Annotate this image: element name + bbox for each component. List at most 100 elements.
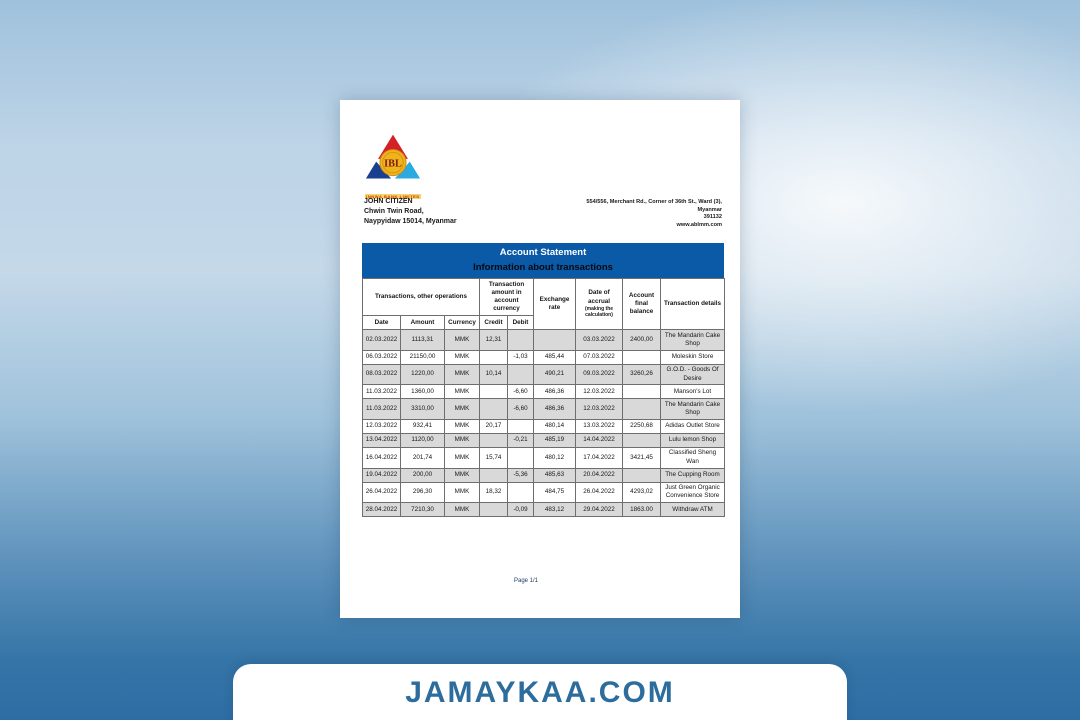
cell-final-balance: 3260,26 (622, 363, 662, 386)
subheader-currency: Currency (444, 315, 480, 331)
cell-currency: MMK (444, 446, 480, 469)
cell-credit (479, 349, 508, 365)
cell-credit: 18,32 (479, 481, 508, 504)
cell-debit: -6,60 (506, 384, 535, 400)
cell-credit: 10,14 (479, 363, 508, 386)
subheader-amount: Amount (400, 315, 445, 331)
table-row: 28.04.2022 7210,30 MMK -0,09 483,12 29.04.202… (362, 502, 726, 518)
cell-credit (479, 398, 508, 420)
cell-date: 08.03.2022 (362, 363, 401, 386)
cell-exchange-rate: 485,63 (533, 467, 577, 483)
cell-credit: 15,74 (479, 446, 508, 469)
svg-text:IBL: IBL (384, 158, 402, 169)
cell-details: Adidas Outlet Store (660, 418, 726, 434)
cell-details: Lulu lemon Shop (660, 432, 726, 448)
cell-debit: -0,09 (506, 502, 535, 518)
subheader-debit: Debit (506, 315, 535, 331)
cell-currency: MMK (444, 418, 480, 434)
cell-final-balance: 4293,02 (622, 481, 662, 504)
bank-website: www.ablmm.com (676, 221, 723, 228)
cell-date: 28.04.2022 (362, 502, 401, 518)
table-row: 19.04.2022 200,00 MMK -5,36 485,63 20.04.2022… (362, 467, 726, 483)
statement-sheet: Account Statement Information about tran… (362, 243, 726, 518)
header-operations: Transactions, other operations (362, 277, 480, 317)
bank-name-caption: INNWA BANK LIMITED (365, 194, 421, 199)
cell-currency: MMK (444, 363, 480, 386)
cell-amount: 1120,00 (400, 432, 445, 448)
transactions-table: Transactions, other operations Transacti… (362, 277, 726, 518)
cell-details: The Mandarin Cake Shop (660, 398, 726, 420)
statement-subtitle: Information about transactions (473, 262, 613, 273)
table-row: 12.03.2022 932,41 MMK 20,17 480,14 13.03.2022… (362, 418, 726, 434)
cell-exchange-rate: 486,36 (533, 398, 577, 420)
cell-details: Manson's Lot (660, 384, 726, 400)
cell-amount: 296,30 (400, 481, 445, 504)
cell-exchange-rate: 485,19 (533, 432, 577, 448)
header-final-balance: Account final balance (622, 277, 662, 331)
cell-accrual-date: 12.03.2022 (575, 398, 624, 420)
cell-debit: -5,36 (506, 467, 535, 483)
cell-exchange-rate: 485,44 (533, 349, 577, 365)
cell-amount: 1220,00 (400, 363, 445, 386)
header-accrual-date: Date of accrual (making the calculation) (575, 277, 624, 331)
cell-currency: MMK (444, 481, 480, 504)
cell-amount: 200,00 (400, 467, 445, 483)
cell-accrual-date: 12.03.2022 (575, 384, 624, 400)
bank-address: 554/556, Merchant Rd., Corner of 36th St… (586, 199, 722, 229)
table-row: 11.03.2022 3310,00 MMK -6,60 486,36 12.03.202… (362, 398, 726, 420)
cell-currency: MMK (444, 398, 480, 420)
cell-currency: MMK (444, 384, 480, 400)
cell-details: The Cupping Room (660, 467, 726, 483)
cell-final-balance (622, 432, 662, 448)
cell-debit (506, 329, 535, 351)
cell-accrual-date: 03.03.2022 (575, 329, 624, 351)
bank-logo-triangle-icon: IBL (365, 134, 421, 179)
cell-currency: MMK (444, 467, 480, 483)
cell-debit: -1,03 (506, 349, 535, 365)
cell-date: 06.03.2022 (362, 349, 401, 365)
cell-details: Just Green Organic Convenience Store (660, 481, 726, 504)
cell-details: G.O.D. - Goods Of Desire (660, 363, 726, 386)
table-row: 02.03.2022 1113,31 MMK 12,31 03.03.2022 2400,… (362, 329, 726, 351)
header-accrual-main: Date of accrual (587, 289, 611, 305)
cell-exchange-rate: 490,21 (533, 363, 577, 386)
cell-final-balance (622, 398, 662, 420)
recipient-name: JOHN CITIZEN (364, 198, 413, 205)
cell-amount: 3310,00 (400, 398, 445, 420)
cell-exchange-rate (533, 329, 577, 351)
cell-credit (479, 432, 508, 448)
cell-accrual-date: 29.04.2022 (575, 502, 624, 518)
cell-debit: -0,21 (506, 432, 535, 448)
bank-statement-page: IBL INNWA BANK LIMITED JOHN CITIZEN Chwi… (340, 100, 740, 618)
cell-accrual-date: 09.03.2022 (575, 363, 624, 386)
cell-debit (506, 481, 535, 504)
cell-debit (506, 363, 535, 386)
cell-date: 11.03.2022 (362, 384, 401, 400)
cell-details: Withdraw ATM (660, 502, 726, 518)
cell-debit (506, 418, 535, 434)
table-row: 06.03.2022 21150,00 MMK -1,03 485,44 07.03.20… (362, 349, 726, 365)
cell-debit (506, 446, 535, 469)
cell-accrual-date: 17.04.2022 (575, 446, 624, 469)
cell-amount: 932,41 (400, 418, 445, 434)
cell-credit (479, 502, 508, 518)
cell-exchange-rate: 483,12 (533, 502, 577, 518)
cell-currency: MMK (444, 502, 480, 518)
cell-accrual-date: 07.03.2022 (575, 349, 624, 365)
cell-details: Moleskin Store (660, 349, 726, 365)
cell-date: 19.04.2022 (362, 467, 401, 483)
cell-date: 11.03.2022 (362, 398, 401, 420)
table-row: 13.04.2022 1120,00 MMK -0,21 485,19 14.04.202… (362, 432, 726, 448)
cell-amount: 7210,30 (400, 502, 445, 518)
cell-final-balance: 3421,45 (622, 446, 662, 469)
subheader-date: Date (362, 315, 401, 331)
transactions-tbody: 02.03.2022 1113,31 MMK 12,31 03.03.2022 2400,… (362, 329, 726, 518)
table-row: 26.04.2022 296,30 MMK 18,32 484,75 26.04.2022… (362, 481, 726, 504)
cell-currency: MMK (444, 329, 480, 351)
cell-final-balance (622, 467, 662, 483)
header-exchange-rate: Exchange rate (533, 277, 577, 331)
cell-currency: MMK (444, 349, 480, 365)
cell-final-balance: 1863.00 (622, 502, 662, 518)
cell-currency: MMK (444, 432, 480, 448)
cell-amount: 201,74 (400, 446, 445, 469)
